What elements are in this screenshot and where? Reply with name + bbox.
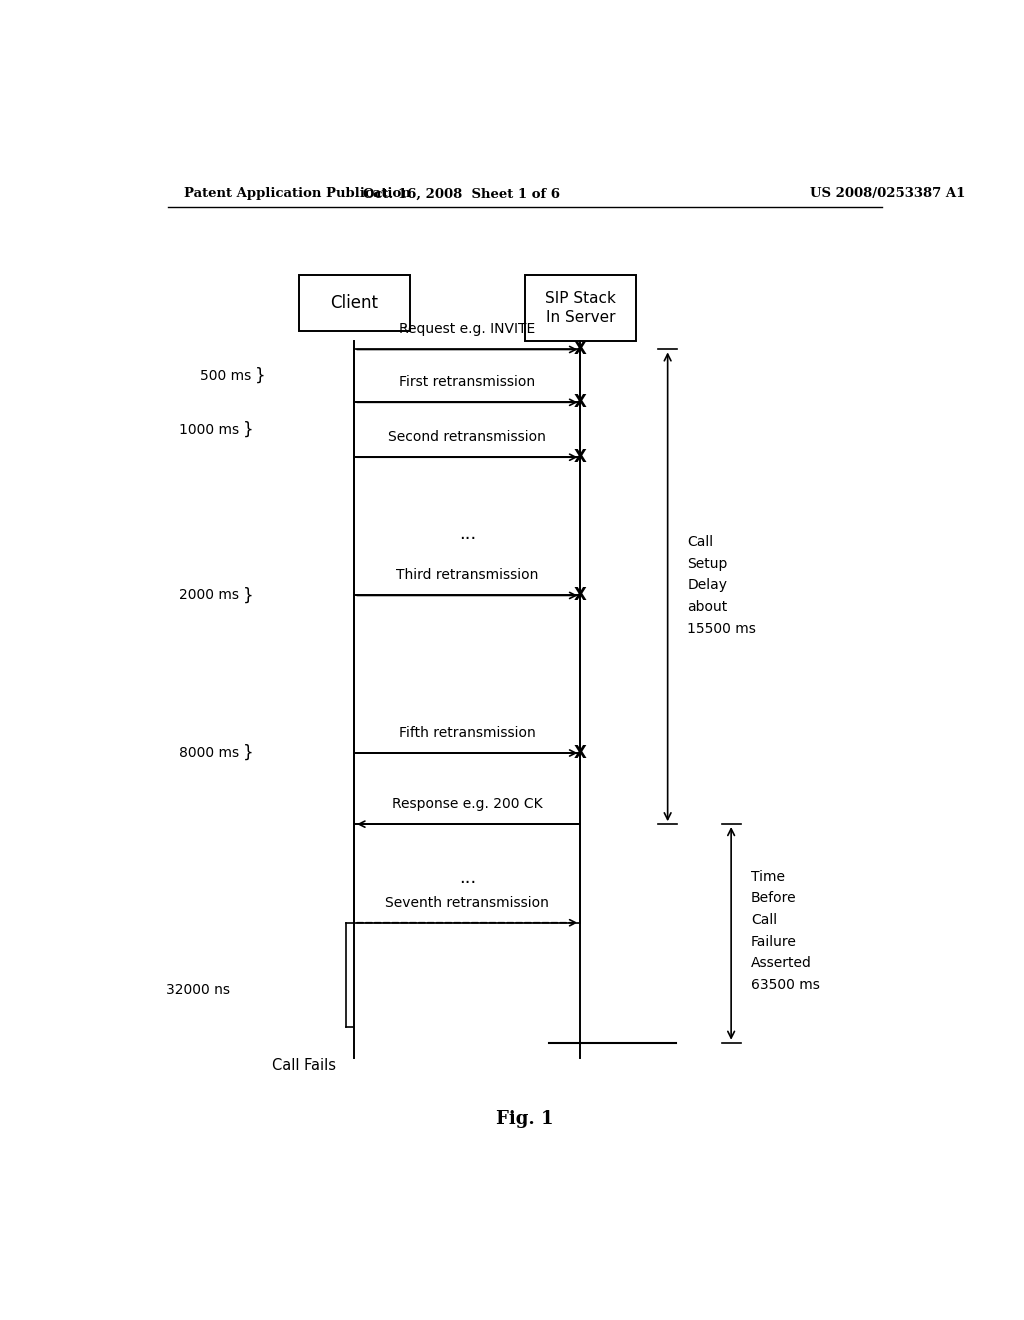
Text: X: X — [573, 586, 587, 605]
Text: ...: ... — [459, 869, 476, 887]
Text: }: } — [243, 586, 254, 605]
Text: 32000 ns: 32000 ns — [166, 983, 229, 997]
Bar — [354, 752, 581, 824]
Text: }: } — [255, 367, 265, 385]
Text: X: X — [573, 393, 587, 412]
Text: }: } — [243, 744, 254, 762]
Text: Fig. 1: Fig. 1 — [496, 1110, 554, 1127]
Text: US 2008/0253387 A1: US 2008/0253387 A1 — [811, 187, 966, 201]
Text: X: X — [573, 341, 587, 359]
Bar — [354, 350, 581, 403]
Text: ...: ... — [459, 525, 476, 544]
Text: Client: Client — [330, 294, 378, 313]
Text: Fifth retransmission: Fifth retransmission — [399, 726, 536, 739]
Bar — [524, 276, 636, 342]
Text: First retransmission: First retransmission — [399, 375, 536, 389]
Text: Patent Application Publication: Patent Application Publication — [183, 187, 411, 201]
Text: Call Fails: Call Fails — [272, 1057, 336, 1073]
Text: Time
Before
Call
Failure
Asserted
63500 ms: Time Before Call Failure Asserted 63500 … — [751, 870, 820, 993]
Text: Request e.g. INVITE: Request e.g. INVITE — [399, 322, 536, 337]
Bar — [354, 403, 581, 457]
Text: 500 ms: 500 ms — [200, 368, 251, 383]
Bar — [299, 276, 410, 331]
Text: Second retransmission: Second retransmission — [388, 430, 546, 444]
Text: Call
Setup
Delay
about
15500 ms: Call Setup Delay about 15500 ms — [687, 535, 757, 636]
Text: 2000 ms: 2000 ms — [179, 589, 240, 602]
Bar — [354, 595, 581, 752]
Text: X: X — [573, 449, 587, 466]
Text: 8000 ms: 8000 ms — [179, 746, 240, 760]
Text: X: X — [573, 744, 587, 762]
Text: Oct. 16, 2008  Sheet 1 of 6: Oct. 16, 2008 Sheet 1 of 6 — [362, 187, 560, 201]
Bar — [354, 824, 581, 923]
Text: Seventh retransmission: Seventh retransmission — [385, 895, 549, 909]
Text: Third retransmission: Third retransmission — [396, 568, 539, 582]
Text: Response e.g. 200 CK: Response e.g. 200 CK — [392, 797, 543, 810]
Text: SIP Stack
In Server: SIP Stack In Server — [545, 292, 615, 326]
Bar — [354, 457, 581, 595]
Text: 1000 ms: 1000 ms — [179, 422, 240, 437]
Text: }: } — [243, 421, 254, 438]
